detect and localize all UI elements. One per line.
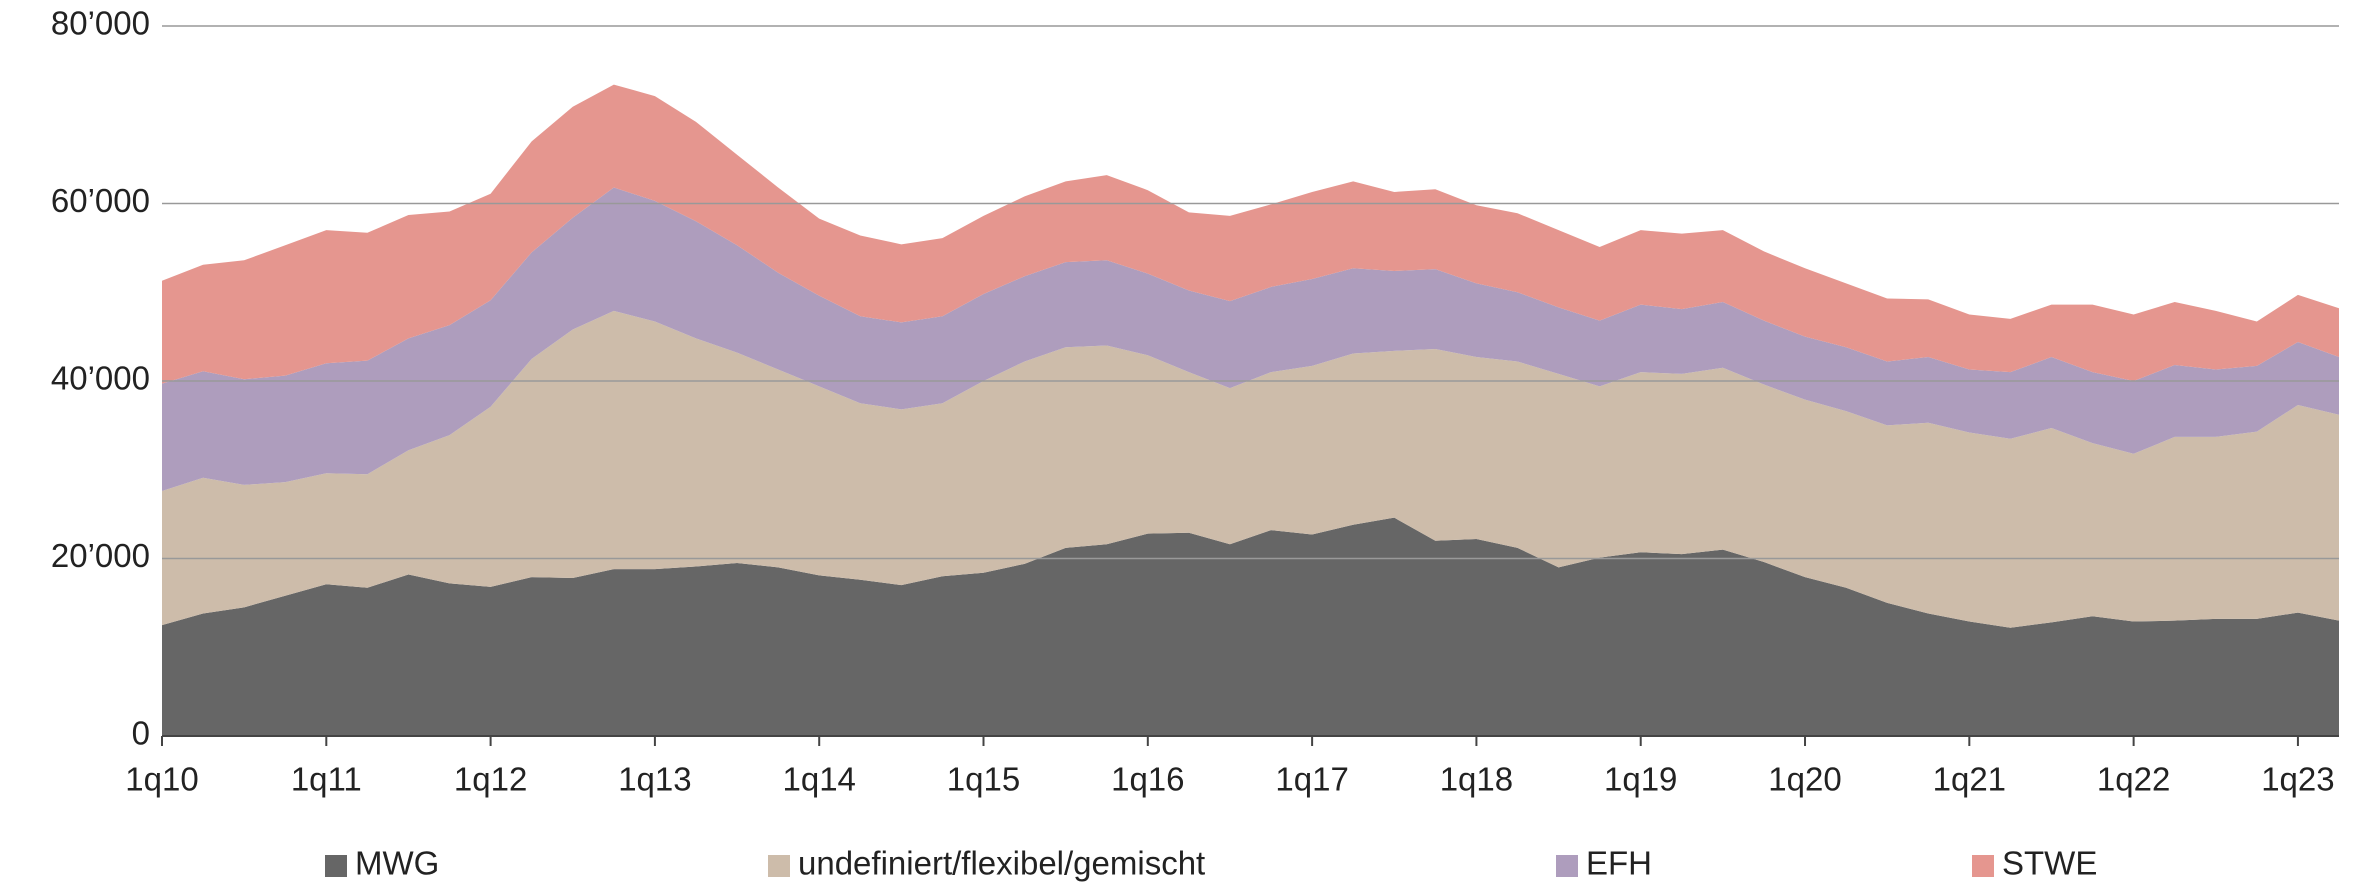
- x-tick-label: 1q21: [1933, 761, 2006, 798]
- area: [162, 310, 2339, 628]
- area: [162, 187, 2339, 492]
- y-tick-label: 60’000: [51, 182, 150, 219]
- y-tick-label: 20’000: [51, 537, 150, 574]
- legend-swatch: [1972, 855, 1994, 877]
- legend-swatch: [1556, 855, 1578, 877]
- x-tick-label: 1q17: [1275, 761, 1348, 798]
- area: [162, 517, 2339, 736]
- x-tick-label: 1q20: [1768, 761, 1841, 798]
- legend-label: MWG: [355, 845, 439, 882]
- legend-label: STWE: [2002, 845, 2097, 882]
- x-tick-label: 1q16: [1111, 761, 1184, 798]
- y-tick-label: 0: [132, 715, 150, 752]
- y-tick-label: 40’000: [51, 360, 150, 397]
- x-tick-label: 1q13: [618, 761, 691, 798]
- legend-label: EFH: [1586, 845, 1652, 882]
- areas: [162, 84, 2339, 736]
- legend-swatch: [768, 855, 790, 877]
- legend-label: undefiniert/flexibel/gemischt: [798, 845, 1205, 882]
- x-tick-label: 1q12: [454, 761, 527, 798]
- x-tick-label: 1q11: [291, 761, 362, 798]
- x-tick-label: 1q23: [2261, 761, 2334, 798]
- y-tick-label: 80’000: [51, 5, 150, 42]
- x-tick-label: 1q10: [125, 761, 198, 798]
- area: [162, 84, 2339, 384]
- x-tick-label: 1q15: [947, 761, 1020, 798]
- x-tick-label: 1q22: [2097, 761, 2170, 798]
- x-tick-label: 1q18: [1440, 761, 1513, 798]
- x-tick-label: 1q14: [782, 761, 855, 798]
- legend-swatch: [325, 855, 347, 877]
- x-tick-label: 1q19: [1604, 761, 1677, 798]
